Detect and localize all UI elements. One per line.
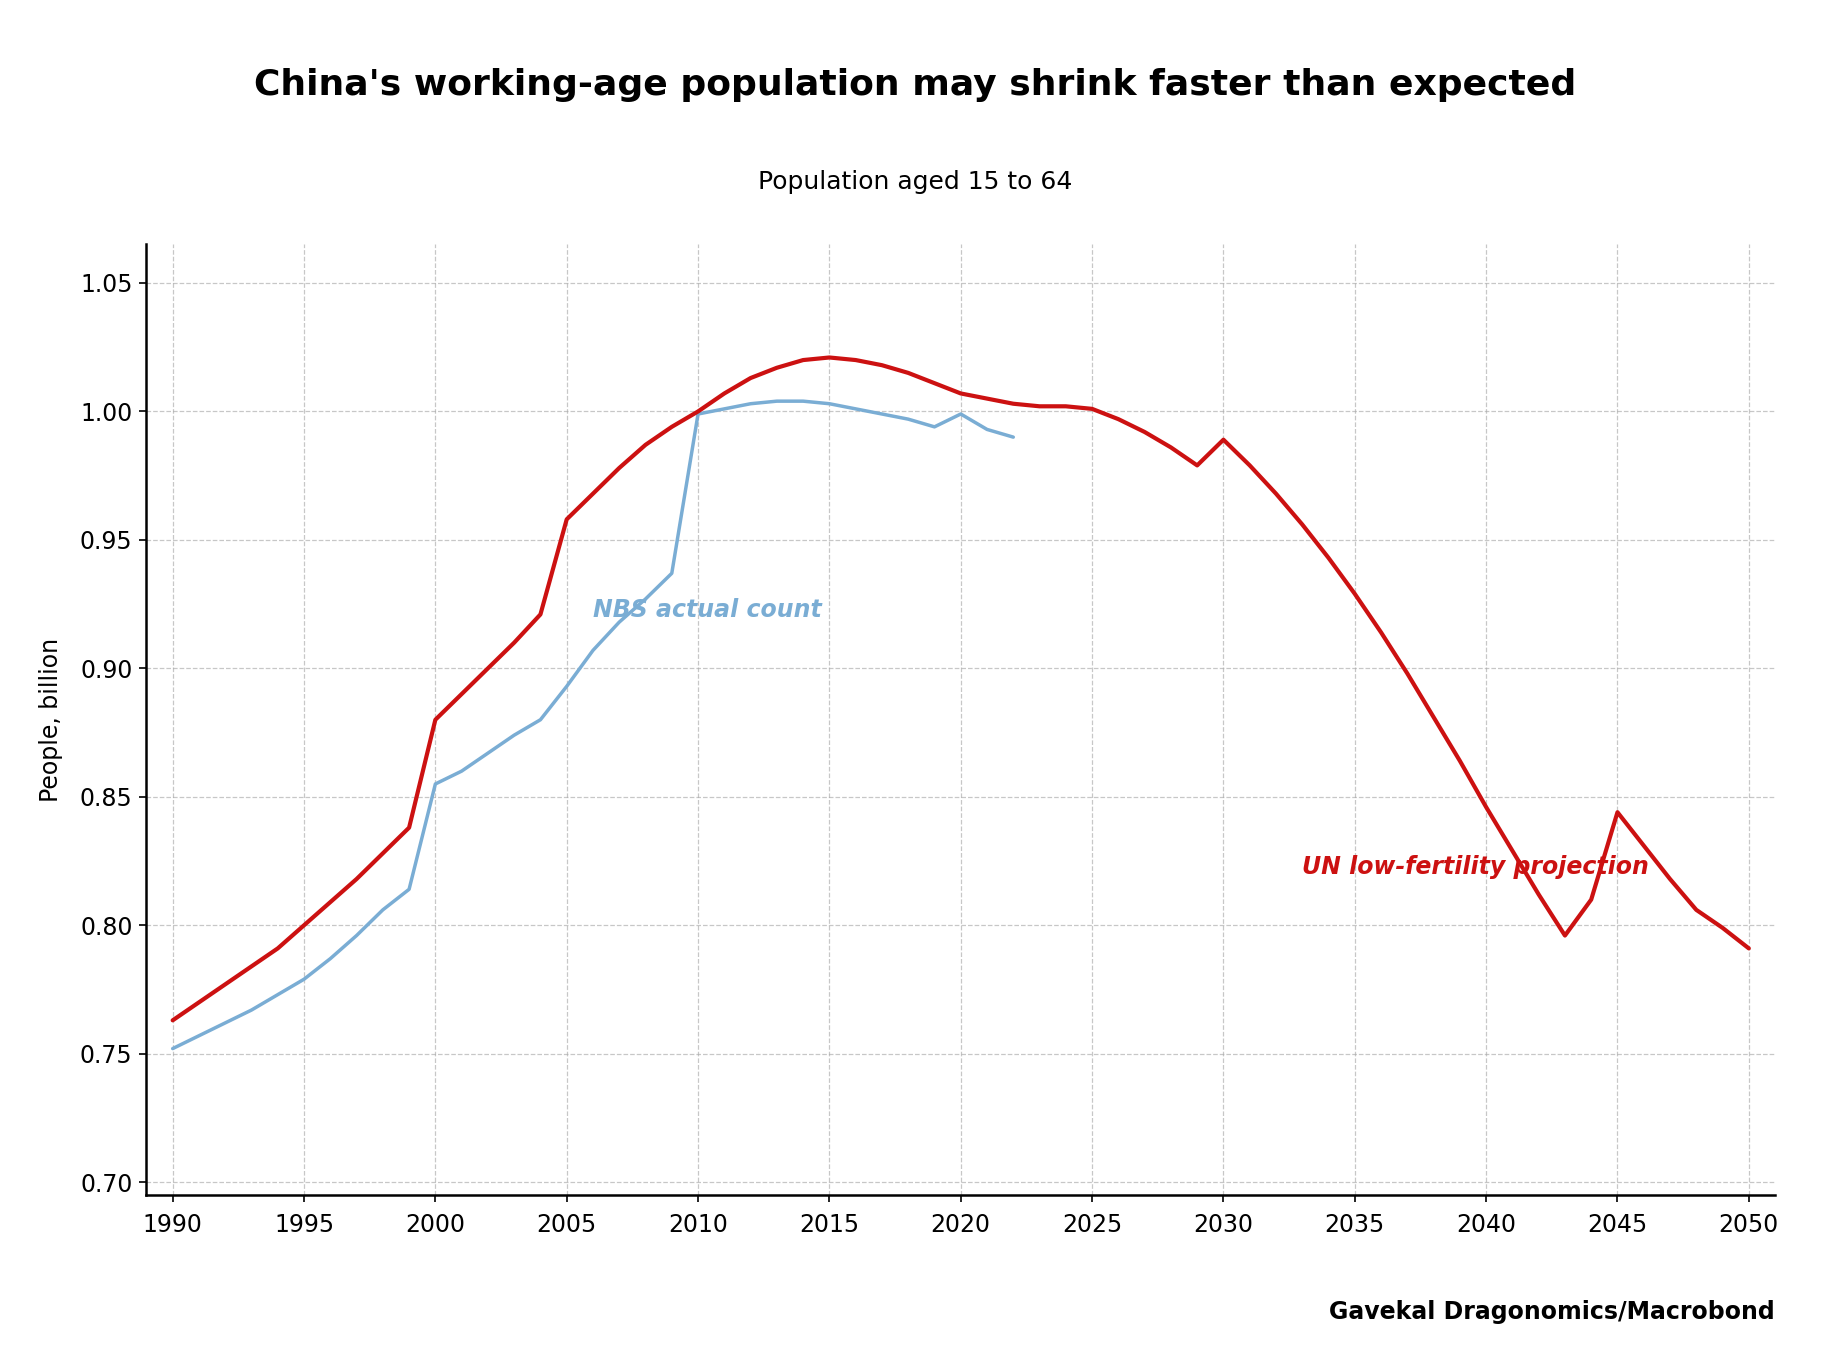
Text: China's working-age population may shrink faster than expected: China's working-age population may shrin… bbox=[254, 68, 1576, 102]
Text: Population aged 15 to 64: Population aged 15 to 64 bbox=[758, 170, 1072, 194]
Text: UN low-fertility projection: UN low-fertility projection bbox=[1303, 856, 1649, 879]
Text: NBS actual count: NBS actual count bbox=[593, 598, 822, 622]
Y-axis label: People, billion: People, billion bbox=[38, 638, 62, 801]
Text: Gavekal Dragonomics/Macrobond: Gavekal Dragonomics/Macrobond bbox=[1329, 1300, 1775, 1324]
